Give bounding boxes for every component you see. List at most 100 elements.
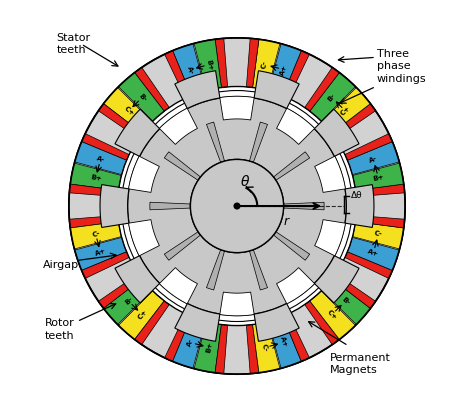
Polygon shape bbox=[273, 152, 310, 180]
Polygon shape bbox=[135, 67, 169, 111]
Polygon shape bbox=[175, 71, 220, 109]
Text: A-: A- bbox=[96, 155, 106, 164]
Polygon shape bbox=[70, 222, 121, 249]
Polygon shape bbox=[159, 108, 198, 144]
Polygon shape bbox=[249, 250, 267, 290]
Polygon shape bbox=[345, 134, 392, 160]
Text: Three
phase
windings: Three phase windings bbox=[377, 49, 427, 84]
Text: Stator
teeth: Stator teeth bbox=[57, 33, 91, 55]
Text: A-: A- bbox=[186, 337, 195, 347]
Polygon shape bbox=[347, 237, 399, 271]
Polygon shape bbox=[164, 152, 201, 180]
Text: A+: A+ bbox=[367, 248, 379, 257]
Circle shape bbox=[118, 86, 356, 326]
Polygon shape bbox=[332, 104, 375, 138]
Text: C+: C+ bbox=[326, 308, 337, 320]
Text: B+: B+ bbox=[90, 174, 102, 182]
Text: A+: A+ bbox=[279, 336, 288, 348]
Polygon shape bbox=[353, 163, 404, 191]
Text: Δθ: Δθ bbox=[351, 191, 363, 200]
Polygon shape bbox=[99, 274, 142, 308]
Polygon shape bbox=[246, 38, 259, 87]
Text: B-: B- bbox=[327, 93, 337, 103]
Polygon shape bbox=[254, 304, 299, 341]
Circle shape bbox=[234, 203, 240, 209]
Polygon shape bbox=[215, 38, 228, 87]
Polygon shape bbox=[268, 44, 301, 95]
Text: C-: C- bbox=[261, 343, 269, 352]
Polygon shape bbox=[82, 134, 129, 160]
Polygon shape bbox=[253, 322, 280, 373]
Polygon shape bbox=[356, 184, 405, 197]
Polygon shape bbox=[164, 314, 191, 361]
Circle shape bbox=[191, 160, 283, 253]
Text: C-: C- bbox=[91, 230, 100, 237]
Polygon shape bbox=[345, 252, 392, 278]
Polygon shape bbox=[115, 109, 160, 156]
Polygon shape bbox=[345, 184, 374, 227]
Polygon shape bbox=[173, 317, 206, 368]
Polygon shape bbox=[283, 314, 310, 361]
Polygon shape bbox=[159, 268, 198, 304]
Polygon shape bbox=[99, 104, 142, 138]
Circle shape bbox=[121, 91, 353, 322]
Polygon shape bbox=[276, 108, 315, 144]
Polygon shape bbox=[164, 232, 201, 260]
Text: θ: θ bbox=[241, 175, 249, 189]
Polygon shape bbox=[322, 88, 370, 133]
Text: A+: A+ bbox=[279, 64, 288, 76]
Polygon shape bbox=[305, 67, 339, 111]
Polygon shape bbox=[268, 317, 301, 368]
Polygon shape bbox=[220, 96, 254, 120]
Polygon shape bbox=[315, 156, 346, 193]
Polygon shape bbox=[273, 232, 310, 260]
Text: A+: A+ bbox=[95, 248, 107, 257]
Polygon shape bbox=[75, 142, 127, 175]
Circle shape bbox=[69, 38, 405, 374]
Polygon shape bbox=[69, 215, 118, 228]
Polygon shape bbox=[322, 279, 370, 324]
Polygon shape bbox=[69, 184, 118, 197]
Polygon shape bbox=[356, 215, 405, 228]
Polygon shape bbox=[305, 301, 339, 345]
Polygon shape bbox=[310, 73, 356, 121]
Polygon shape bbox=[118, 73, 164, 121]
Polygon shape bbox=[276, 268, 315, 304]
Text: B-: B- bbox=[124, 296, 134, 306]
Polygon shape bbox=[347, 142, 399, 175]
Polygon shape bbox=[118, 291, 164, 339]
Text: C-: C- bbox=[374, 230, 383, 237]
Text: B-: B- bbox=[137, 93, 147, 103]
Text: Airgap: Airgap bbox=[43, 260, 79, 270]
Text: B+: B+ bbox=[205, 341, 213, 353]
Polygon shape bbox=[150, 202, 191, 210]
Polygon shape bbox=[254, 71, 299, 109]
Polygon shape bbox=[283, 202, 324, 210]
Polygon shape bbox=[253, 39, 280, 91]
Polygon shape bbox=[194, 322, 221, 373]
Polygon shape bbox=[314, 109, 359, 156]
Polygon shape bbox=[173, 44, 206, 95]
Polygon shape bbox=[215, 324, 228, 374]
Polygon shape bbox=[164, 51, 191, 98]
Text: C+: C+ bbox=[123, 106, 135, 117]
Polygon shape bbox=[314, 256, 359, 303]
Circle shape bbox=[191, 160, 283, 253]
Polygon shape bbox=[115, 256, 160, 303]
Polygon shape bbox=[353, 222, 404, 249]
Polygon shape bbox=[249, 122, 267, 162]
Text: C+: C+ bbox=[137, 308, 148, 320]
Polygon shape bbox=[70, 163, 121, 191]
Polygon shape bbox=[104, 279, 152, 324]
Polygon shape bbox=[315, 220, 346, 256]
Polygon shape bbox=[220, 292, 254, 316]
Text: Permanent
Magnets: Permanent Magnets bbox=[330, 353, 391, 375]
Text: A-: A- bbox=[368, 155, 378, 164]
Text: B+: B+ bbox=[205, 59, 213, 71]
Polygon shape bbox=[100, 184, 129, 227]
Polygon shape bbox=[75, 237, 127, 271]
Text: Rotor
teeth: Rotor teeth bbox=[45, 318, 74, 341]
Polygon shape bbox=[207, 122, 225, 162]
Circle shape bbox=[128, 97, 346, 315]
Text: B-: B- bbox=[340, 296, 350, 306]
